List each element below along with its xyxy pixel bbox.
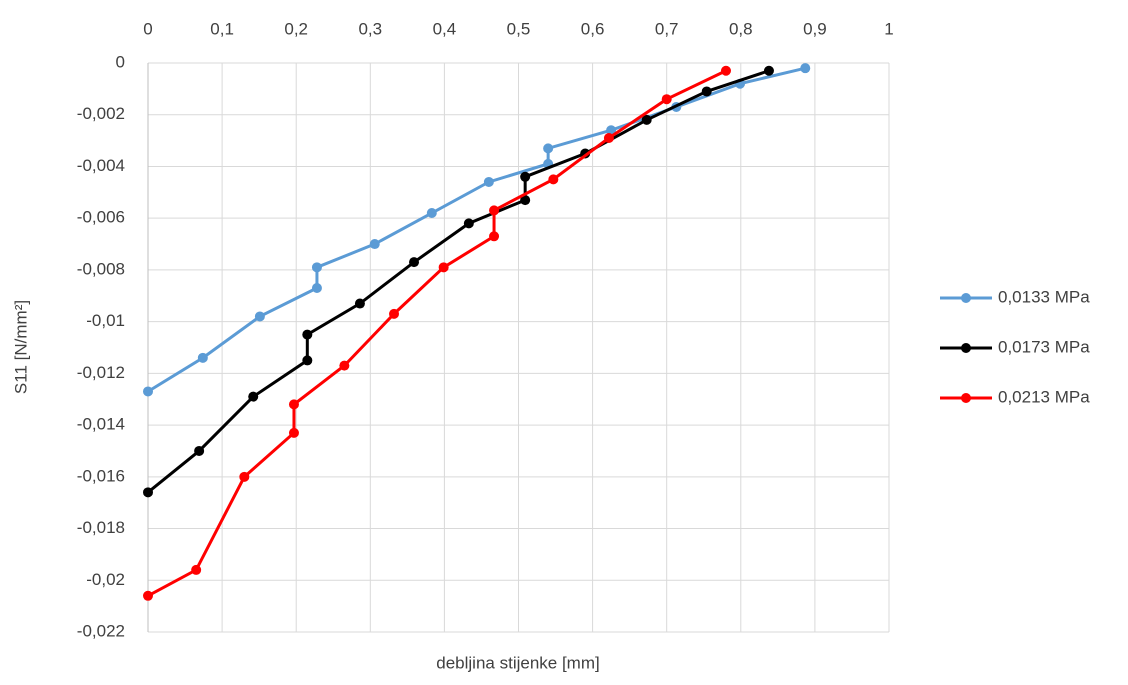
y-axis-title: S11 [N/mm²] <box>11 300 30 394</box>
data-point <box>520 195 531 206</box>
data-point <box>489 231 500 242</box>
y-tick-label: -0,012 <box>77 363 125 382</box>
series-line <box>147 66 806 393</box>
x-tick-label: 0,1 <box>210 19 234 38</box>
data-point <box>254 311 265 322</box>
y-tick-label: -0,006 <box>77 208 125 227</box>
y-tick-label: -0,01 <box>86 311 125 330</box>
data-point <box>548 174 559 185</box>
data-point <box>191 564 202 575</box>
y-tick-label: -0,02 <box>86 570 125 589</box>
data-point <box>143 590 153 601</box>
data-point <box>438 262 449 273</box>
data-point <box>248 391 259 402</box>
x-tick-label: 0,3 <box>358 19 382 38</box>
data-point <box>701 86 712 97</box>
y-tick-label: -0,014 <box>77 415 125 434</box>
data-point <box>800 63 811 74</box>
data-point <box>489 205 500 216</box>
data-point <box>197 352 208 363</box>
data-point <box>311 283 322 294</box>
data-point <box>720 65 731 76</box>
legend-swatch <box>961 343 971 353</box>
data-point <box>483 176 494 187</box>
series-line <box>147 69 727 598</box>
x-tick-label: 1 <box>884 19 893 38</box>
data-point <box>389 308 400 319</box>
data-point <box>606 125 617 136</box>
data-point <box>311 262 322 273</box>
data-point <box>288 427 299 438</box>
data-point <box>520 171 531 182</box>
legend-label: 0,0173 MPa <box>998 337 1090 356</box>
x-tick-label: 0,9 <box>803 19 827 38</box>
data-point <box>354 298 365 309</box>
y-tick-label: -0,022 <box>77 621 125 640</box>
legend-swatch <box>961 393 971 403</box>
series-line <box>147 69 770 494</box>
x-tick-label: 0,6 <box>581 19 605 38</box>
data-point <box>302 355 313 366</box>
data-point <box>463 218 474 229</box>
data-point <box>369 239 380 250</box>
data-point <box>641 114 652 125</box>
legend-swatch <box>961 293 971 303</box>
y-tick-label: -0,004 <box>77 156 125 175</box>
x-tick-label: 0,4 <box>433 19 457 38</box>
data-point <box>239 471 250 482</box>
x-tick-label: 0 <box>143 19 152 38</box>
data-point <box>603 133 614 144</box>
x-tick-label: 0,2 <box>284 19 308 38</box>
data-point <box>288 399 299 410</box>
data-point <box>143 386 153 397</box>
y-tick-label: -0,018 <box>77 518 125 537</box>
legend-label: 0,0213 MPa <box>998 387 1090 406</box>
x-tick-label: 0,5 <box>507 19 531 38</box>
y-tick-label: -0,002 <box>77 104 125 123</box>
y-tick-label: -0,008 <box>77 259 125 278</box>
data-point <box>543 143 554 154</box>
data-point <box>339 360 350 371</box>
x-tick-label: 0,7 <box>655 19 679 38</box>
data-point <box>409 257 420 268</box>
data-point <box>661 94 672 105</box>
data-point <box>302 329 313 340</box>
data-point <box>194 445 205 456</box>
legend-label: 0,0133 MPa <box>998 287 1090 306</box>
data-point <box>143 487 153 498</box>
y-tick-label: 0 <box>116 52 125 71</box>
y-tick-label: -0,016 <box>77 466 125 485</box>
x-axis-title: debljina stijenke [mm] <box>436 653 599 672</box>
x-tick-label: 0,8 <box>729 19 753 38</box>
data-point <box>426 208 437 219</box>
data-point <box>763 65 774 76</box>
